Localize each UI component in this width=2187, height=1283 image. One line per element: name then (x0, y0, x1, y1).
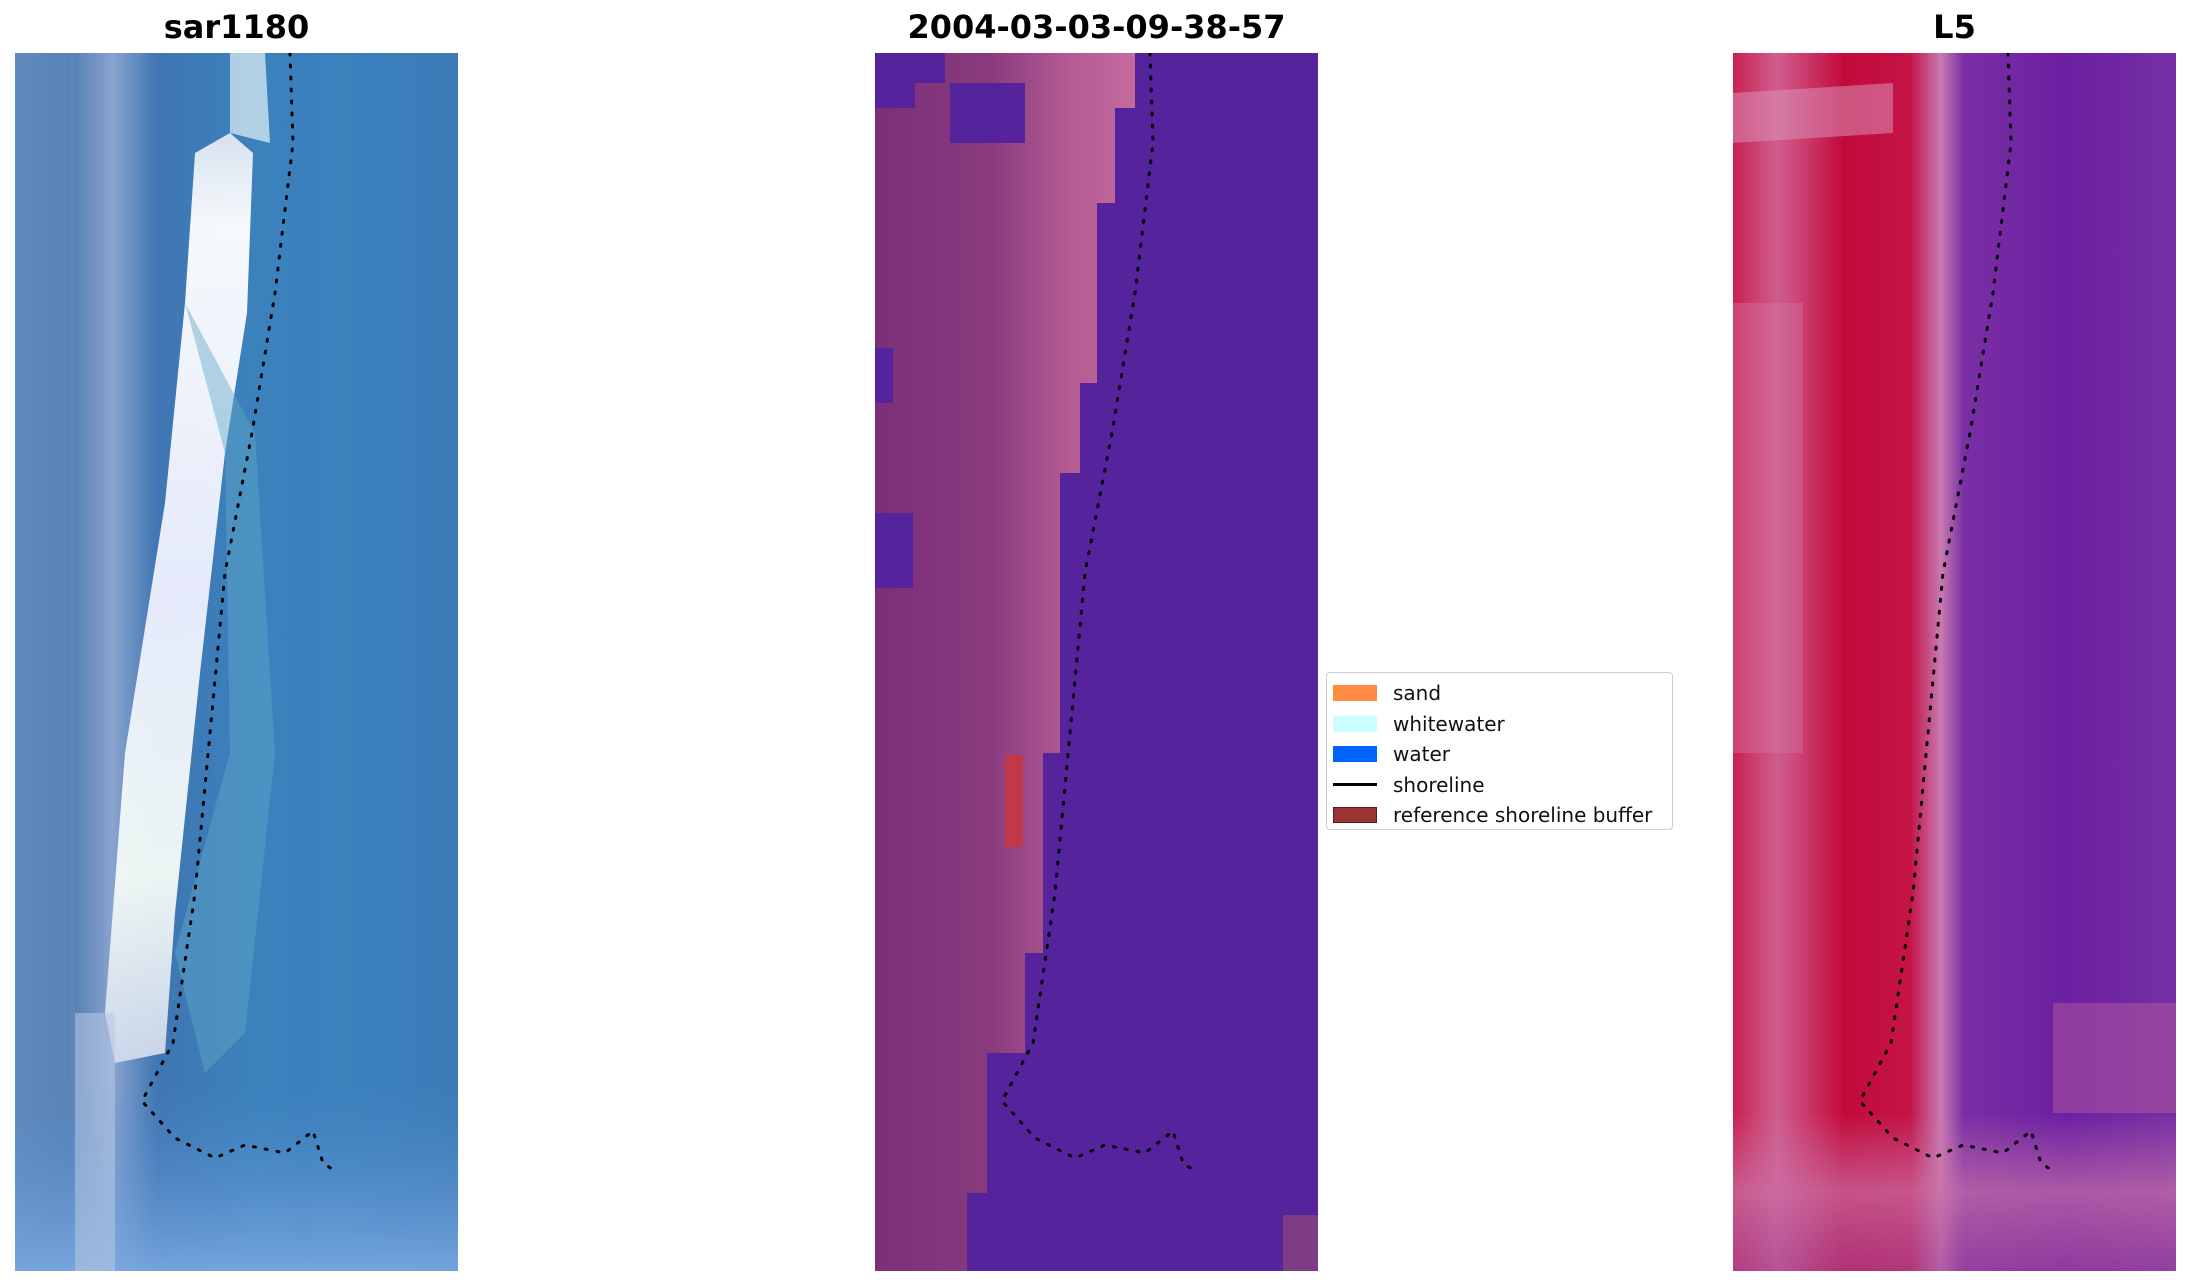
shoreline-overlay-rgb (140, 53, 337, 1173)
rgb-image-panel (15, 53, 458, 1271)
legend-label-whitewater: whitewater (1393, 711, 1505, 736)
index-image-panel (1733, 53, 2176, 1271)
water-swatch (1333, 746, 1377, 763)
sand-swatch (1333, 685, 1377, 702)
classified-image (875, 53, 1318, 1271)
legend: sand whitewater water shoreline referenc… (1326, 672, 1673, 830)
legend-item-water: water (1333, 739, 1666, 770)
whitewater-swatch (1333, 715, 1377, 732)
index-image (1733, 53, 2176, 1271)
legend-item-sand: sand (1333, 678, 1666, 709)
panel-title-rgb: sar1180 (163, 8, 310, 46)
shoreline-line (1000, 53, 1197, 1173)
panel-title-index: L5 (1933, 8, 1976, 46)
classified-image-panel (875, 53, 1318, 1271)
legend-label-sand: sand (1393, 681, 1442, 706)
legend-label-reference-buffer: reference shoreline buffer (1393, 803, 1653, 828)
legend-label-water: water (1393, 742, 1450, 767)
shoreline-overlay-index (1858, 53, 2055, 1173)
reference-buffer-swatch (1333, 807, 1377, 824)
legend-item-whitewater: whitewater (1333, 709, 1666, 740)
panel-title-classified: 2004-03-03-09-38-57 (907, 8, 1286, 46)
shoreline-line (140, 53, 337, 1173)
legend-item-reference-buffer: reference shoreline buffer (1333, 800, 1666, 831)
shoreline-overlay-classified (1000, 53, 1197, 1173)
shoreline-swatch (1333, 783, 1377, 787)
legend-label-shoreline: shoreline (1393, 772, 1485, 797)
shoreline-line (1858, 53, 2055, 1173)
rgb-satellite-image (15, 53, 458, 1271)
legend-item-shoreline: shoreline (1333, 770, 1666, 801)
